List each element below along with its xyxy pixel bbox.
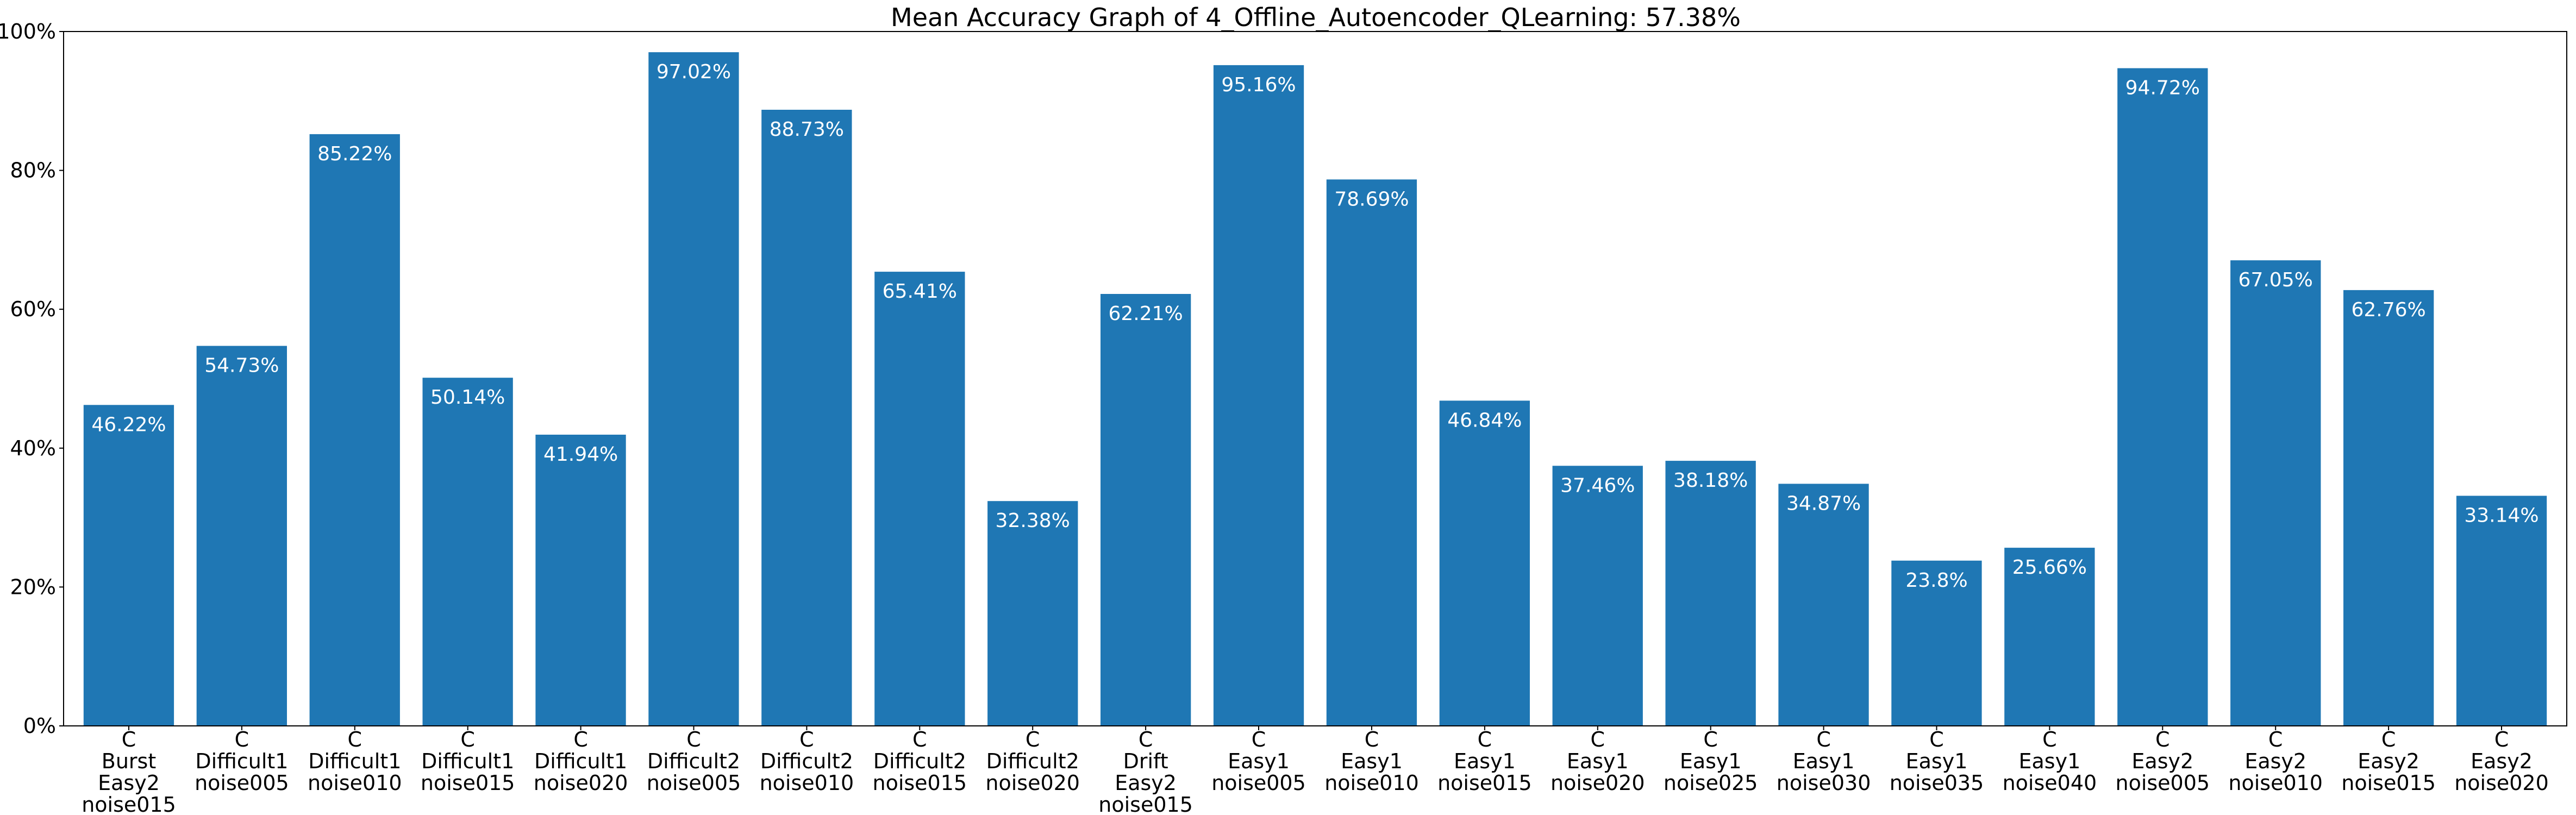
x-tick-label: C Difficult2 noise020 xyxy=(985,728,1080,795)
bar-value-label: 62.21% xyxy=(1108,303,1183,325)
bar-value-label: 78.69% xyxy=(1334,188,1409,210)
x-tick-label: C Difficult1 noise015 xyxy=(421,728,515,795)
bar xyxy=(987,501,1078,726)
bar-value-label: 54.73% xyxy=(204,355,279,377)
x-axis: C Burst Easy2 noise015 C Difficult1 noise005 C D… xyxy=(82,726,2549,815)
x-tick-label: C Easy2 noise005 xyxy=(2115,728,2210,795)
chart-title: Mean Accuracy Graph of 4_Offline_Autoenc… xyxy=(891,3,1741,32)
bar xyxy=(1665,461,1756,726)
x-tick-label: C Easy1 noise010 xyxy=(1324,728,1419,795)
bar xyxy=(2004,548,2095,726)
bars-group xyxy=(83,52,2547,726)
x-tick-label: C Difficult1 noise005 xyxy=(195,728,289,795)
x-tick-label: C Easy2 noise015 xyxy=(2341,728,2436,795)
x-tick-label: C Easy1 noise035 xyxy=(1890,728,1984,795)
bar xyxy=(83,405,174,726)
x-tick-label: C Difficult1 noise010 xyxy=(308,728,402,795)
bar-labels-group: 46.22% 54.73% 85.22% 50.14% 41.94% 97.02% 88.7… xyxy=(91,61,2539,592)
x-tick-label: C Difficult1 noise020 xyxy=(534,728,628,795)
x-tick-label: C Easy1 noise005 xyxy=(1211,728,1306,795)
y-tick-label: 60% xyxy=(10,297,56,321)
x-tick-label: C Easy1 noise020 xyxy=(1550,728,1645,795)
bar xyxy=(535,435,626,726)
bar-value-label: 65.41% xyxy=(883,280,957,303)
bar xyxy=(648,52,739,726)
bar xyxy=(1778,484,1869,726)
bar-value-label: 41.94% xyxy=(543,443,618,466)
x-tick-label: C Easy1 noise025 xyxy=(1664,728,1758,795)
y-axis: 0% 20% 40% 60% 80% 100% xyxy=(0,20,64,738)
bar-value-label: 33.14% xyxy=(2464,505,2539,527)
bar-value-label: 50.14% xyxy=(430,386,505,409)
bar-value-label: 23.8% xyxy=(1905,569,1967,592)
x-tick-label: C Easy2 noise010 xyxy=(2228,728,2323,795)
bar xyxy=(2343,290,2434,726)
bar xyxy=(1552,466,1643,726)
y-tick-label: 80% xyxy=(10,159,56,183)
bar xyxy=(309,134,400,726)
bar xyxy=(874,272,965,726)
bar-value-label: 46.22% xyxy=(91,413,166,436)
bar xyxy=(196,346,287,726)
x-tick-label: C Difficult2 noise015 xyxy=(872,728,967,795)
bar-value-label: 62.76% xyxy=(2351,299,2425,321)
bar-value-label: 94.72% xyxy=(2125,77,2200,99)
bar-value-label: 67.05% xyxy=(2239,269,2313,291)
bar-value-label: 97.02% xyxy=(656,61,731,83)
bar xyxy=(1326,179,1417,726)
bar-value-label: 46.84% xyxy=(1447,409,1522,431)
bar-value-label: 37.46% xyxy=(1560,474,1635,497)
bar xyxy=(1891,560,1982,726)
x-tick-label: C Easy2 noise020 xyxy=(2454,728,2549,795)
bar-value-label: 25.66% xyxy=(2012,556,2087,579)
bar xyxy=(422,378,513,726)
x-tick-label: C Difficult2 noise010 xyxy=(760,728,854,795)
x-tick-label: C Easy1 noise040 xyxy=(2003,728,2097,795)
bar-value-label: 34.87% xyxy=(1786,492,1861,515)
x-tick-label: C Burst Easy2 noise015 xyxy=(82,728,176,815)
bar xyxy=(2117,68,2208,726)
y-tick-label: 0% xyxy=(23,714,56,738)
bar xyxy=(1213,65,1304,726)
bar-value-label: 32.38% xyxy=(996,510,1070,532)
y-tick-label: 100% xyxy=(0,20,56,43)
bar-value-label: 38.18% xyxy=(1673,469,1748,492)
bar-value-label: 95.16% xyxy=(1221,74,1296,96)
x-tick-label: C Easy1 noise030 xyxy=(1777,728,1871,795)
x-tick-label: C Easy1 noise015 xyxy=(1437,728,1532,795)
bar xyxy=(1101,294,1191,726)
bar-value-label: 88.73% xyxy=(770,118,844,141)
bar xyxy=(1439,400,1530,726)
plot-frame xyxy=(63,31,2567,726)
y-tick-label: 20% xyxy=(10,575,56,599)
x-tick-label: C Difficult2 noise005 xyxy=(647,728,741,795)
bar xyxy=(2456,496,2547,726)
bar xyxy=(2230,260,2321,726)
bar xyxy=(761,110,852,726)
y-tick-label: 40% xyxy=(10,436,56,460)
x-tick-label: C Drift Easy2 noise015 xyxy=(1098,728,1193,815)
bar-value-label: 85.22% xyxy=(317,143,392,165)
